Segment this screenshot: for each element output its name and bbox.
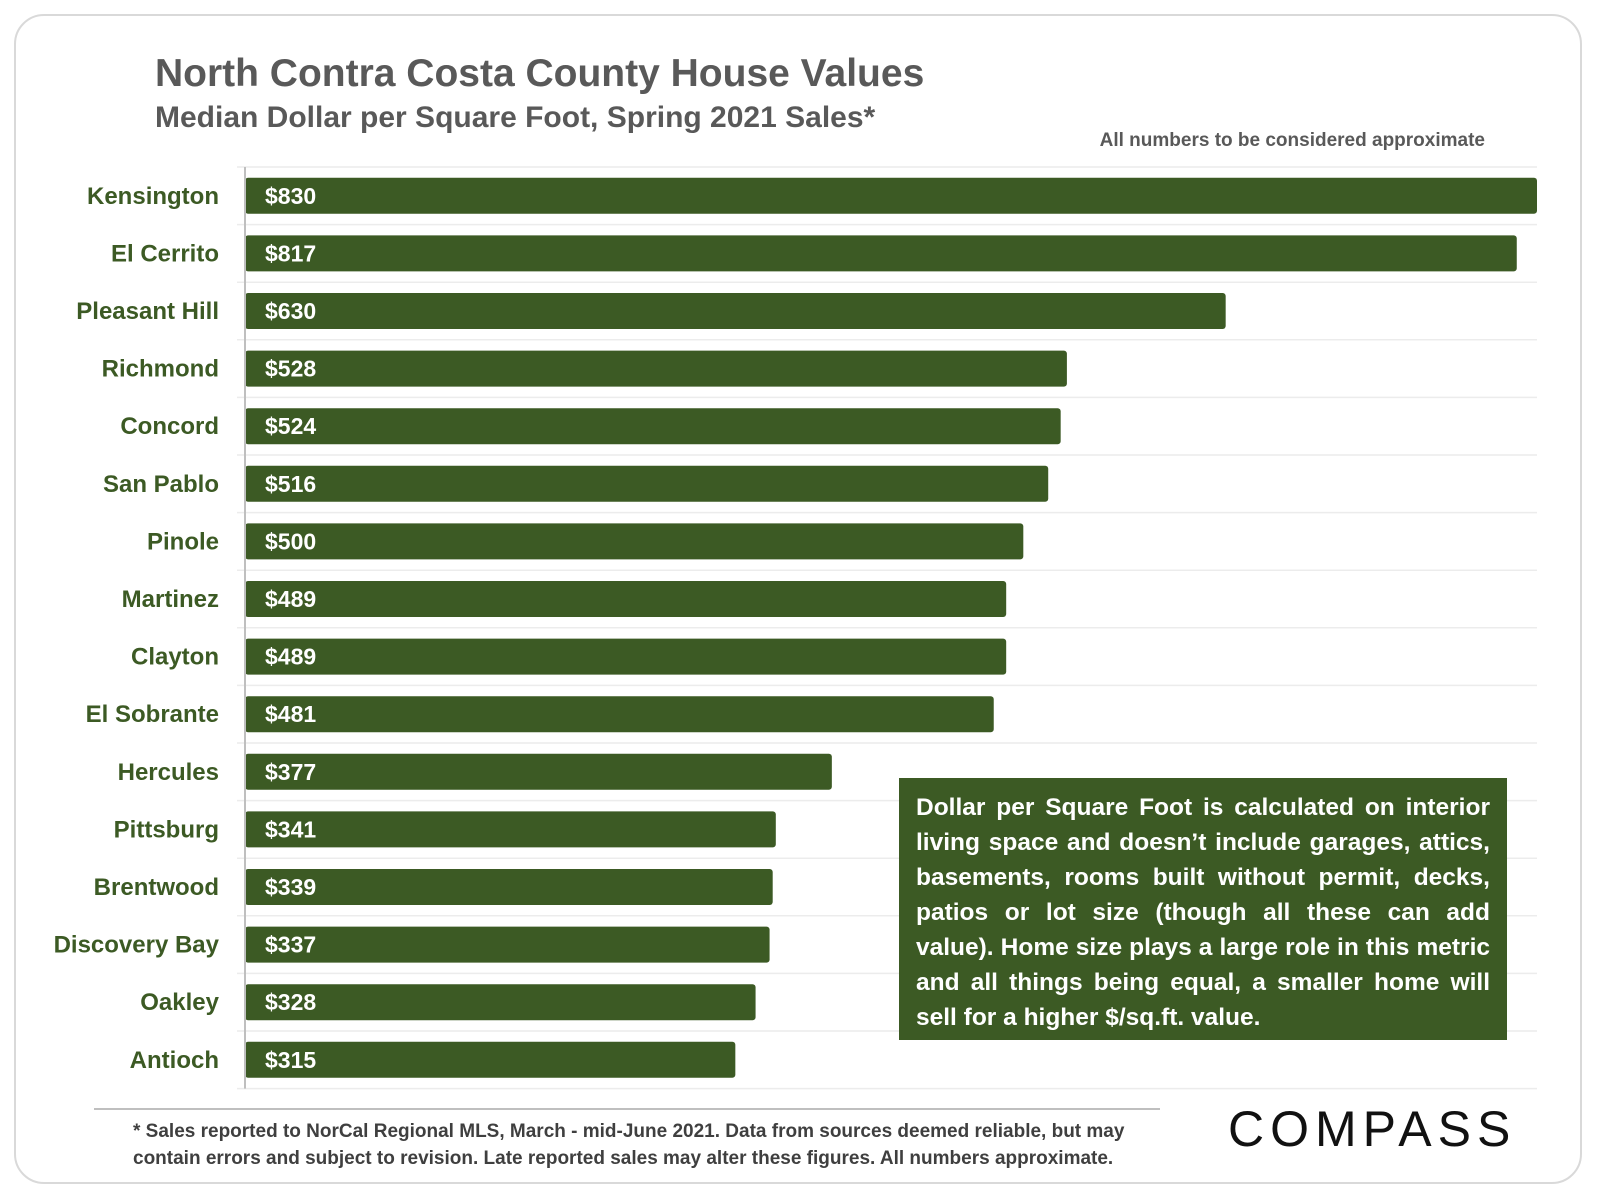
bar-martinez (245, 581, 1007, 617)
bar-pittsburg (245, 811, 776, 848)
category-label: Pittsburg (114, 816, 219, 843)
chart-title: North Contra Costa County House Values (155, 52, 925, 95)
value-label: $528 (265, 356, 316, 382)
value-label: $489 (265, 644, 316, 670)
compass-logo: COMPASS (1228, 1101, 1516, 1157)
value-label: $630 (265, 298, 316, 324)
category-label: El Cerrito (111, 240, 219, 267)
bar-concord (245, 408, 1061, 445)
bar-pleasant-hill (245, 293, 1226, 329)
value-label: $341 (265, 816, 316, 842)
approximate-note: All numbers to be considered approximate (1099, 130, 1485, 151)
value-label: $817 (265, 240, 316, 266)
category-label: Richmond (102, 356, 219, 383)
category-label: Antioch (130, 1047, 219, 1074)
value-label: $524 (265, 413, 316, 439)
bar-el-cerrito (245, 235, 1517, 272)
logo-text: COMPASS (1228, 1101, 1516, 1157)
bar-richmond (245, 350, 1067, 387)
category-label: El Sobrante (86, 701, 219, 728)
bar-clayton (245, 638, 1007, 675)
category-label: Clayton (131, 644, 219, 671)
bar-hercules (245, 753, 832, 790)
gridlines (237, 166, 1537, 1090)
value-label: $516 (265, 471, 316, 497)
category-label: Pinole (147, 528, 219, 555)
bar-discovery-bay (245, 926, 770, 963)
category-label: Martinez (122, 586, 219, 613)
category-label: Discovery Bay (54, 932, 220, 959)
footnote: * Sales reported to NorCal Regional MLS,… (133, 1121, 1125, 1169)
bar-pinole (245, 523, 1024, 560)
category-label: Hercules (118, 759, 219, 786)
value-label: $339 (265, 874, 316, 900)
callout-box: Dollar per Square Foot is calculated on … (899, 778, 1507, 1040)
category-label: San Pablo (103, 471, 219, 498)
value-label: $377 (265, 759, 316, 785)
value-label: $328 (265, 989, 316, 1015)
bar-oakley (245, 984, 756, 1021)
value-label: $315 (265, 1047, 316, 1073)
footer-divider (94, 1108, 1160, 1110)
bar-antioch (245, 1041, 736, 1078)
value-label: $337 (265, 932, 316, 958)
value-label: $500 (265, 528, 316, 554)
bar-kensington (245, 177, 1537, 214)
bars: Kensington $830 El Cerrito $817 Pleasant Hil… (54, 177, 1537, 1078)
value-label: $489 (265, 586, 316, 612)
value-label: $481 (265, 701, 316, 727)
category-label: Kensington (87, 183, 219, 210)
category-label: Pleasant Hill (76, 298, 219, 325)
bar-el-sobrante (245, 696, 994, 733)
category-label: Concord (120, 413, 219, 440)
bar-brentwood (245, 869, 773, 905)
chart-subtitle: Median Dollar per Square Foot, Spring 20… (155, 101, 876, 134)
value-label: $830 (265, 183, 316, 209)
category-label: Brentwood (94, 874, 219, 901)
bar-san-pablo (245, 465, 1049, 502)
category-label: Oakley (140, 989, 219, 1016)
